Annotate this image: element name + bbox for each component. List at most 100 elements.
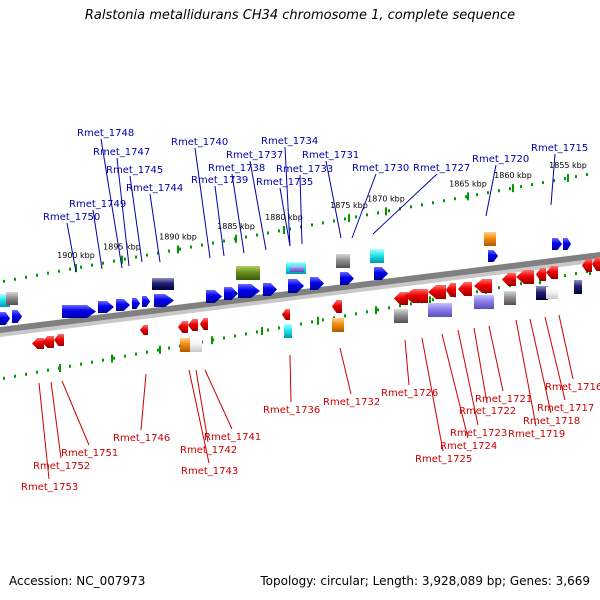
ruler-tick [124,257,126,261]
minus-strand-gene-arrow [54,334,64,346]
ruler-tick [168,346,170,350]
leader-line [140,373,147,431]
misc-feature-block [236,266,260,280]
ruler-tick [91,263,93,267]
ruler-tick [245,235,247,239]
ruler-tick [399,304,401,308]
ruler-tick [322,221,324,225]
scale-major-tick [261,327,263,336]
leader-line [66,222,77,273]
minus-strand-gene-arrow [536,268,546,281]
ruler-tick [36,370,38,374]
ruler-tick [102,261,104,265]
ruler-tick [91,360,93,364]
leader-line [249,160,267,251]
minus-strand-gene-arrow [188,319,198,331]
ruler-tick [3,376,5,380]
minus-strand-gene-label: Rmet_1724 [440,441,497,452]
leader-line [204,369,233,430]
ruler-tick [146,350,148,354]
ruler-tick [113,356,115,360]
plus-strand-gene-label: Rmet_1739 [191,175,248,186]
map-title: Ralstonia metallidurans CH34 chromosome … [84,8,516,23]
leader-line [339,347,352,395]
misc-feature-block [394,309,408,323]
ruler-tick [36,273,38,277]
ruler-tick [553,179,555,183]
leader-line [372,173,438,235]
ruler-tick [135,255,137,259]
minus-strand-gene-arrow [394,292,408,305]
ruler-tick [520,282,522,286]
ruler-tick [113,259,115,263]
plus-strand-gene-label: Rmet_1749 [69,199,126,210]
ruler-tick [80,265,82,269]
ruler-tick [410,205,412,209]
scale-major-tick [111,354,113,363]
ruler-tick [201,243,203,247]
ruler-tick [388,209,390,213]
minus-strand-gene-arrow [178,321,188,333]
plus-strand-gene-label: Rmet_1731 [302,150,359,161]
plus-strand-gene-arrow [340,272,354,285]
minus-strand-gene-label: Rmet_1722 [459,406,516,417]
ruler-tick [69,267,71,271]
minus-strand-gene-arrow [592,257,600,271]
scale-label: 1870 kbp [367,194,405,203]
misc-feature-block [428,303,452,317]
plus-strand-gene-arrow [288,279,304,293]
ruler-tick [69,364,71,368]
plus-strand-gene-label: Rmet_1733 [276,164,333,175]
leader-line [299,174,303,245]
plus-strand-gene-arrow [206,290,222,303]
plus-strand-gene-label: Rmet_1744 [126,183,183,194]
scale-major-tick [385,207,387,216]
ruler-tick [454,197,456,201]
leader-line [404,339,410,386]
ruler-tick [498,189,500,193]
ruler-tick [564,274,566,278]
leader-line [529,318,552,414]
ruler-tick [564,177,566,181]
plus-strand-gene-arrow [132,298,140,309]
ruler-tick [476,193,478,197]
minus-strand-gene-arrow [474,279,492,293]
ruler-tick [267,328,269,332]
minus-strand-gene-label: Rmet_1742 [180,445,237,456]
genome-summary-text: Topology: circular; Length: 3,928,089 bp… [260,574,590,588]
leader-line [129,175,143,263]
ruler-tick [157,251,159,255]
ruler-tick [333,219,335,223]
plus-strand-gene-arrow [0,312,10,325]
ruler-tick [487,191,489,195]
scale-label: 1890 kbp [159,232,197,241]
ruler-tick [377,211,379,215]
leader-line [194,147,211,259]
leader-line [50,381,62,459]
ruler-tick [465,195,467,199]
minus-strand-gene-label: Rmet_1746 [113,433,170,444]
ruler-tick [157,348,159,352]
leader-line [284,146,291,247]
misc-feature-block [0,294,10,307]
plus-strand-gene-label: Rmet_1734 [261,136,318,147]
minus-strand-gene-label: Rmet_1721 [475,394,532,405]
minus-strand-gene-label: Rmet_1753 [21,482,78,493]
plus-strand-gene-arrow [224,287,238,300]
scale-label: 1860 kbp [494,171,532,180]
scale-label: 1855 kbp [549,161,587,170]
ruler-tick [333,316,335,320]
minus-strand-gene-arrow [282,309,290,320]
leader-line [441,333,469,439]
ruler-tick [377,308,379,312]
scale-major-tick [567,174,569,183]
ruler-tick [256,330,258,334]
scale-label: 1885 kbp [217,222,255,231]
ruler-tick [3,279,5,283]
leader-line [231,173,245,254]
ruler-tick [245,332,247,336]
leader-line [92,209,103,270]
plus-strand-gene-label: Rmet_1715 [531,143,588,154]
ruler-tick [278,326,280,330]
scale-label: 1895 kbp [103,243,141,252]
